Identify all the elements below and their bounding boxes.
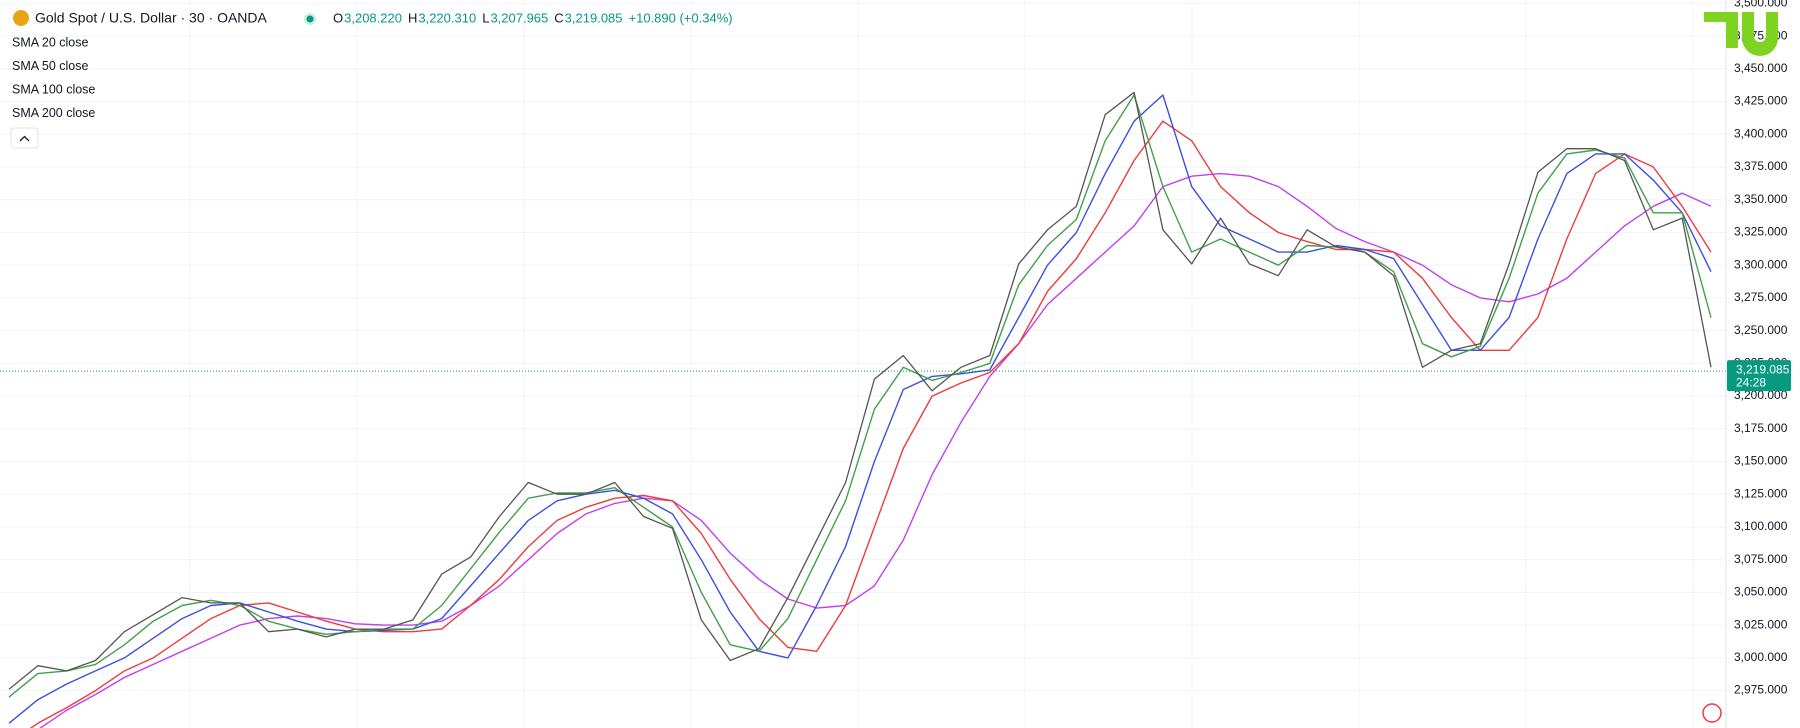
legend: SMA 20 close SMA 50 close SMA 100 close SMA…: [12, 35, 95, 120]
y-tick-label: 3,075.000: [1734, 552, 1788, 566]
y-tick-label: 3,325.000: [1734, 225, 1788, 239]
legend-entry: SMA 200 close: [12, 106, 95, 120]
y-tick-label: 3,200.000: [1734, 388, 1788, 402]
price-line: [8, 91, 1712, 690]
price-tag: [1727, 360, 1791, 392]
quote-label: O: [333, 10, 343, 25]
y-tick-label: 3,500.000: [1734, 0, 1788, 10]
y-tick-label: 3,400.000: [1734, 126, 1788, 140]
status-dot: [306, 15, 314, 23]
quote-label: L: [482, 10, 489, 25]
sma-line: [29, 120, 1712, 728]
y-axis: 2,975.000 3,000.000 3,025.000 3,050.000 3,07…: [1727, 0, 1791, 697]
alert-icon[interactable]: [1702, 703, 1722, 723]
collapse-icon: [19, 135, 30, 142]
sma-line: [39, 172, 1712, 728]
y-tick-label: 3,125.000: [1734, 486, 1788, 500]
y-tick-label: 3,300.000: [1734, 257, 1788, 271]
chart-title: Gold Spot / U.S. Dollar · 30 · OANDA: [35, 10, 268, 26]
y-tick-label: 3,425.000: [1734, 94, 1788, 108]
y-tick-label: 3,025.000: [1734, 617, 1788, 631]
quote-value: 3,208.220: [344, 10, 402, 25]
y-tick-label: 3,100.000: [1734, 519, 1788, 533]
change: +10.890 (+0.34%): [629, 10, 733, 25]
quote-label: C: [554, 10, 563, 25]
y-tick-label: 3,250.000: [1734, 323, 1788, 337]
plot-area: [0, 91, 1726, 728]
quote-value: 3,220.310: [418, 10, 476, 25]
y-tick-label: 3,350.000: [1734, 192, 1788, 206]
logo: [1704, 12, 1778, 56]
legend-entry: SMA 50 close: [12, 59, 88, 73]
symbol-icon: [13, 10, 29, 26]
y-tick-label: 3,150.000: [1734, 454, 1788, 468]
y-tick-label: 2,975.000: [1734, 683, 1788, 697]
sma-line: [8, 94, 1712, 698]
countdown: 24:28: [1736, 375, 1766, 389]
y-tick-label: 3,000.000: [1734, 650, 1788, 664]
quote-value: 3,219.085: [565, 10, 623, 25]
y-tick-label: 3,175.000: [1734, 421, 1788, 435]
y-tick-label: 3,375.000: [1734, 159, 1788, 173]
legend-entry: SMA 100 close: [12, 82, 95, 96]
sma-line: [8, 94, 1712, 724]
quote-value: 3,207.965: [490, 10, 548, 25]
quote-label: H: [408, 10, 417, 25]
y-tick-label: 3,275.000: [1734, 290, 1788, 304]
header: Gold Spot / U.S. Dollar · 30 · OANDA O 3,…: [13, 10, 733, 26]
y-tick-label: 3,050.000: [1734, 585, 1788, 599]
legend-entry: SMA 20 close: [12, 35, 88, 49]
y-tick-label: 3,450.000: [1734, 61, 1788, 75]
price-tag-value: 3,219.085: [1736, 362, 1790, 376]
collapse-button[interactable]: [10, 127, 39, 149]
